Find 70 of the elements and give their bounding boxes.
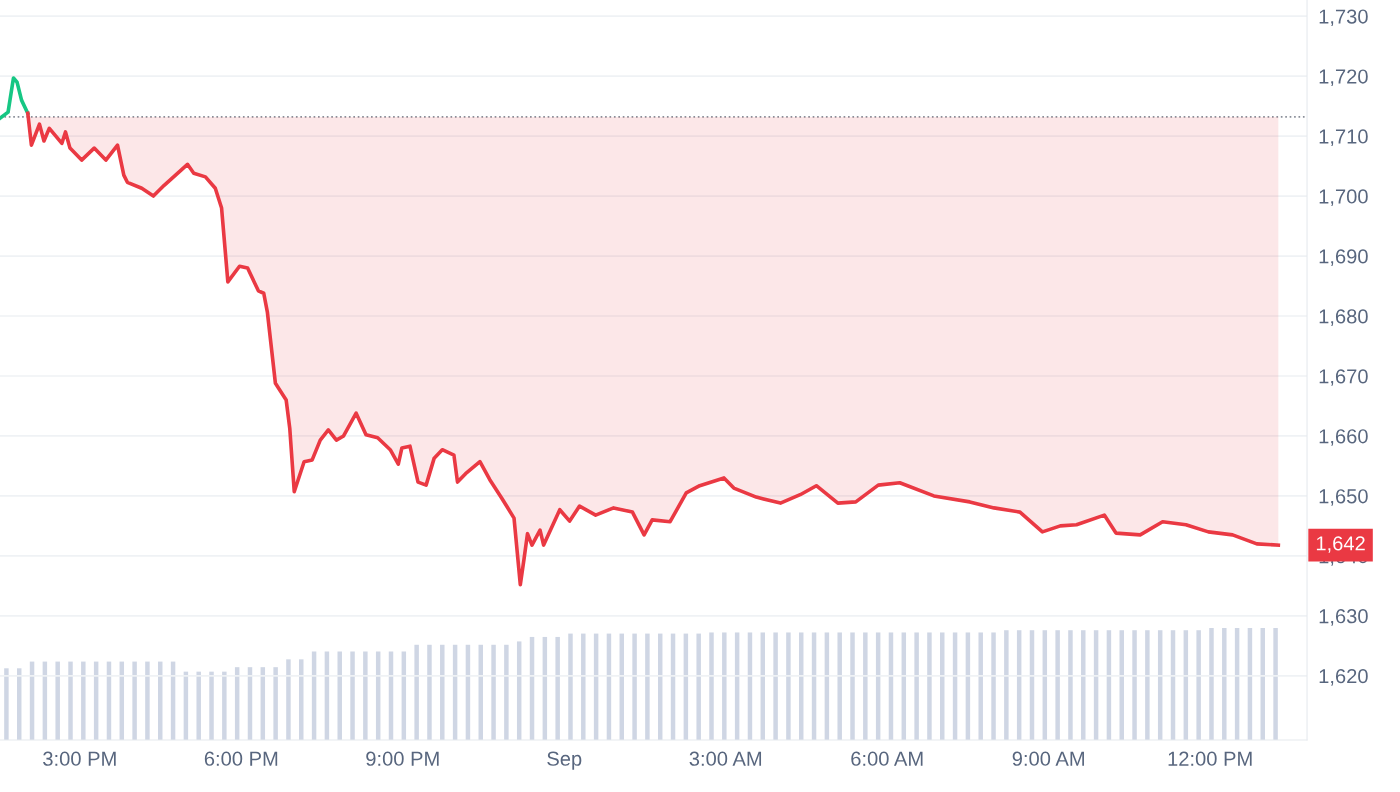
- x-tick-label: 3:00 AM: [689, 751, 762, 766]
- y-tick-label: 1,710: [1319, 129, 1368, 146]
- bar: [478, 644, 483, 740]
- bar: [1222, 627, 1227, 740]
- bar: [1004, 630, 1009, 740]
- bar: [1132, 630, 1137, 740]
- bar: [991, 632, 996, 740]
- y-tick-label: 1,620: [1319, 669, 1368, 686]
- bar: [1196, 630, 1201, 740]
- bar: [1273, 627, 1278, 740]
- bar: [427, 644, 432, 740]
- bar: [55, 661, 60, 740]
- y-tick-label: 1,690: [1319, 249, 1368, 266]
- bar: [222, 671, 227, 740]
- y-tick-label: 1,730: [1319, 9, 1368, 27]
- bar: [414, 644, 419, 740]
- y-tick-label: 1,700: [1319, 189, 1368, 206]
- bar: [350, 651, 355, 740]
- bar: [863, 632, 868, 740]
- bar: [786, 632, 791, 740]
- bar: [1055, 630, 1060, 740]
- x-tick-label: 9:00 AM: [1012, 751, 1084, 766]
- bar: [581, 633, 586, 740]
- bar: [504, 644, 509, 740]
- bar: [632, 633, 637, 740]
- bar: [722, 632, 727, 740]
- bar: [927, 632, 932, 740]
- bar: [914, 632, 919, 740]
- text: 1,642: [1316, 536, 1365, 553]
- y-tick-label: 1,630: [1319, 609, 1368, 626]
- x-tick-label: 6:00 AM: [851, 751, 923, 766]
- bar: [978, 632, 983, 740]
- bar: [709, 632, 714, 740]
- bar: [1081, 630, 1086, 740]
- x-tick-label: 6:00 PM: [204, 751, 278, 766]
- bar: [286, 659, 291, 740]
- bar: [1119, 630, 1124, 740]
- bar: [145, 661, 150, 740]
- x-tick-label: 3:00 PM: [43, 751, 116, 766]
- bar: [196, 671, 201, 740]
- bar: [837, 632, 842, 740]
- bar: [555, 636, 560, 740]
- bar: [491, 644, 496, 740]
- x-tick-label: 9:00 PM: [366, 751, 439, 766]
- bar: [363, 651, 368, 740]
- bar: [568, 633, 573, 740]
- bar: [4, 668, 9, 740]
- bar: [1145, 630, 1150, 740]
- bar: [337, 651, 342, 740]
- x-tick-label: 12:00 PM: [1168, 751, 1252, 766]
- y-tick-label: 1,660: [1319, 429, 1368, 446]
- y-tick-label: 1,720: [1319, 69, 1368, 87]
- bar: [440, 644, 445, 740]
- y-tick-label: 1,670: [1319, 369, 1368, 386]
- bar: [773, 632, 778, 740]
- bar: [273, 667, 278, 740]
- x-tick-label: Sep: [547, 751, 582, 770]
- bar: [209, 671, 214, 740]
- line-series: [0, 76, 30, 120]
- bar: [81, 661, 86, 740]
- bar: [68, 661, 73, 740]
- bar: [850, 632, 855, 740]
- bar: [645, 633, 650, 740]
- bar: [299, 659, 304, 740]
- y-tick-label: 1,650: [1319, 489, 1368, 506]
- bar: [1068, 630, 1073, 740]
- y-tick-label: 1,680: [1319, 309, 1368, 326]
- bar: [132, 661, 137, 740]
- bar: [696, 633, 701, 740]
- bar: [1209, 627, 1214, 740]
